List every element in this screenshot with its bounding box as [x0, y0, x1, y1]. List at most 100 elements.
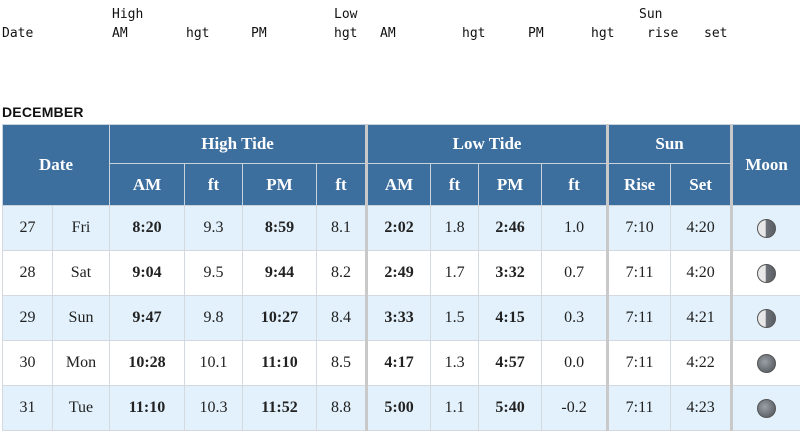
sunset-cell: 4:22: [670, 340, 733, 386]
low-am-cell: 2:49: [365, 250, 432, 296]
month-heading: DECEMBER: [2, 104, 84, 120]
weekday-cell: Sat: [51, 250, 111, 296]
text-header-am: AM: [380, 26, 396, 41]
low-pm-ft-cell: 0.7: [541, 250, 609, 296]
waning-gibbous-icon: [757, 263, 777, 283]
moon-cell: [730, 340, 800, 386]
high-am-cell: 9:04: [109, 250, 186, 296]
low-pm-cell: 3:32: [478, 250, 543, 296]
sunrise-cell: 7:11: [606, 385, 672, 431]
text-header-set: set: [704, 26, 728, 41]
high-tide-header: High Tide: [109, 124, 368, 164]
high-pm-cell: 8:59: [242, 205, 318, 251]
high-am-ft-cell: 10.1: [184, 340, 244, 386]
text-header-date: Date: [2, 26, 34, 41]
high-am-ft-cell: 9.5: [184, 250, 244, 296]
high-pm-ft-cell: 8.4: [316, 295, 368, 341]
moon-cell: [730, 295, 800, 341]
high-pm-ft-cell: 8.2: [316, 250, 368, 296]
sun-header: Sun: [606, 124, 733, 164]
text-header-am: AM: [112, 26, 128, 41]
sunset-cell: 4:21: [670, 295, 733, 341]
high-am-ft-cell: 9.8: [184, 295, 244, 341]
weekday-cell: Tue: [51, 385, 111, 431]
weekday-cell: Sun: [51, 295, 111, 341]
high-pm-ft-cell: 8.8: [316, 385, 368, 431]
waning-gibbous-icon: [757, 308, 777, 328]
high-am-ft-cell: 10.3: [184, 385, 244, 431]
sun-set-header: Set: [670, 163, 733, 206]
high-pm-cell: 11:10: [242, 340, 318, 386]
tide-table: Date High Tide Low Tide Sun Moon AM ft P…: [1, 124, 800, 431]
moon-cell: [730, 205, 800, 251]
high-am-cell: 8:20: [109, 205, 186, 251]
high-am-cell: 11:10: [109, 385, 186, 431]
low-am-ft-cell: 1.5: [430, 295, 480, 341]
sunrise-cell: 7:11: [606, 340, 672, 386]
text-header-pm: PM: [528, 26, 544, 41]
low-pm-ft-cell: 1.0: [541, 205, 609, 251]
moon-cell: [730, 385, 800, 431]
low-am-ft-cell: 1.7: [430, 250, 480, 296]
high-pm-cell: 9:44: [242, 250, 318, 296]
high-am-ft-header: ft: [184, 163, 244, 206]
sunrise-cell: 7:11: [606, 250, 672, 296]
high-pm-ft-cell: 8.1: [316, 205, 368, 251]
text-header-high: High: [112, 7, 144, 22]
day-cell: 29: [2, 295, 53, 341]
low-am-ft-cell: 1.3: [430, 340, 480, 386]
high-pm-ft-header: ft: [316, 163, 368, 206]
sunset-cell: 4:23: [670, 385, 733, 431]
day-cell: 31: [2, 385, 53, 431]
text-header-low: Low: [334, 7, 358, 22]
high-am-ft-cell: 9.3: [184, 205, 244, 251]
text-header-hgt: hgt: [591, 26, 615, 41]
low-pm-cell: 5:40: [478, 385, 543, 431]
sunset-cell: 4:20: [670, 250, 733, 296]
day-cell: 28: [2, 250, 53, 296]
full-moon-icon: [757, 353, 777, 373]
low-am-cell: 2:02: [365, 205, 432, 251]
high-pm-cell: 11:52: [242, 385, 318, 431]
table-row: 30 Mon 10:28 10.1 11:10 8.5 4:17 1.3 4:5…: [2, 340, 800, 386]
low-am-cell: 5:00: [365, 385, 432, 431]
sunset-cell: 4:20: [670, 205, 733, 251]
high-am-header: AM: [109, 163, 186, 206]
full-moon-icon: [757, 398, 777, 418]
high-pm-ft-cell: 8.5: [316, 340, 368, 386]
low-pm-ft-cell: 0.0: [541, 340, 609, 386]
day-cell: 27: [2, 205, 53, 251]
low-am-ft-header: ft: [430, 163, 480, 206]
low-am-cell: 4:17: [365, 340, 432, 386]
table-row: 27 Fri 8:20 9.3 8:59 8.1 2:02 1.8 2:46 1…: [2, 205, 800, 251]
low-pm-header: PM: [478, 163, 543, 206]
low-pm-ft-header: ft: [541, 163, 609, 206]
moon-header: Moon: [730, 124, 800, 206]
weekday-cell: Mon: [51, 340, 111, 386]
low-tide-header: Low Tide: [365, 124, 609, 164]
moon-cell: [730, 250, 800, 296]
low-am-ft-cell: 1.1: [430, 385, 480, 431]
low-pm-ft-cell: -0.2: [541, 385, 609, 431]
text-header-hgt: hgt: [462, 26, 486, 41]
sun-rise-header: Rise: [606, 163, 672, 206]
waning-gibbous-icon: [757, 218, 777, 238]
sunrise-cell: 7:11: [606, 295, 672, 341]
table-row: 29 Sun 9:47 9.8 10:27 8.4 3:33 1.5 4:15 …: [2, 295, 800, 341]
low-pm-ft-cell: 0.3: [541, 295, 609, 341]
text-header-sun: Sun: [639, 7, 663, 22]
text-header-rise: rise: [647, 26, 679, 41]
text-header-hgt: hgt: [334, 26, 358, 41]
weekday-cell: Fri: [51, 205, 111, 251]
sunrise-cell: 7:10: [606, 205, 672, 251]
table-row: 31 Tue 11:10 10.3 11:52 8.8 5:00 1.1 5:4…: [2, 385, 800, 431]
table-row: 28 Sat 9:04 9.5 9:44 8.2 2:49 1.7 3:32 0…: [2, 250, 800, 296]
low-am-cell: 3:33: [365, 295, 432, 341]
text-header-hgt: hgt: [186, 26, 210, 41]
high-am-cell: 10:28: [109, 340, 186, 386]
low-pm-cell: 4:57: [478, 340, 543, 386]
low-am-ft-cell: 1.8: [430, 205, 480, 251]
low-pm-cell: 2:46: [478, 205, 543, 251]
high-pm-header: PM: [242, 163, 318, 206]
high-pm-cell: 10:27: [242, 295, 318, 341]
